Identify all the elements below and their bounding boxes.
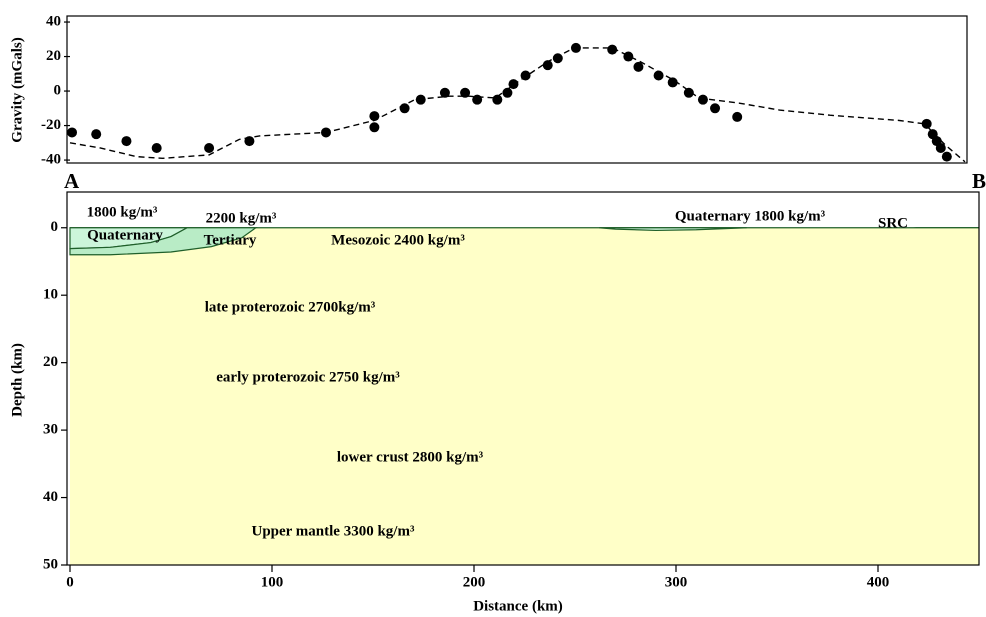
gravity-point	[369, 122, 379, 132]
gravity-point	[472, 95, 482, 105]
gravity-point	[440, 88, 450, 98]
layer-label: Upper mantle 3300 kg/m³	[252, 523, 415, 539]
y-tick-label: 0	[51, 219, 59, 235]
gravity-point	[416, 95, 426, 105]
y-tick-label: 50	[43, 556, 58, 572]
lens-label: Quaternary 1800 kg/m³	[675, 208, 826, 224]
gravity-point	[710, 103, 720, 113]
gravity-point	[152, 143, 162, 153]
y-tick-label: 20	[43, 354, 58, 370]
y-tick-label: 0	[54, 82, 62, 98]
gravity-point	[684, 88, 694, 98]
y-tick-label: 30	[43, 422, 58, 438]
gravity-point	[121, 136, 131, 146]
gravity-point	[508, 79, 518, 89]
gravity-point	[633, 62, 643, 72]
gravity-point	[492, 95, 502, 105]
x-axis-title: Distance (km)	[473, 598, 563, 614]
lens-label: Tertiary	[204, 232, 257, 248]
gravity-point	[369, 111, 379, 121]
gravity-point	[91, 129, 101, 139]
gravity-point	[67, 127, 77, 137]
y-tick-label: 10	[43, 287, 58, 303]
annotation: SRC	[878, 215, 908, 231]
x-tick-label: 100	[261, 574, 284, 590]
layer-label: Mesozoic 2400 kg/m³	[331, 232, 465, 248]
gravity-point	[502, 88, 512, 98]
chart: Gravity (mGals) Depth (km) Distance (km)…	[0, 0, 986, 617]
gravity-point	[400, 103, 410, 113]
gravity-point	[936, 143, 946, 153]
gravity-point	[321, 127, 331, 137]
y-tick-label: 40	[46, 13, 61, 29]
lens-label: 1800 kg/m³	[87, 204, 158, 220]
gravity-point	[698, 95, 708, 105]
page: Gravity (mGals) Depth (km) Distance (km)…	[0, 0, 986, 617]
gravity-point	[521, 71, 531, 81]
gravity-point	[623, 52, 633, 62]
model-line	[70, 48, 965, 162]
y-tick-label: 20	[46, 48, 61, 64]
gravity-point	[607, 45, 617, 55]
gravity-point	[571, 43, 581, 53]
layer-label: early proterozoic 2750 kg/m³	[216, 369, 400, 385]
gravity-point	[543, 60, 553, 70]
gravity-point	[942, 152, 952, 162]
x-tick-label: 200	[463, 574, 486, 590]
x-tick-label: 300	[665, 574, 688, 590]
gravity-point	[460, 88, 470, 98]
y-axis-title: Depth (km)	[9, 343, 25, 417]
lens-label: Quaternary	[87, 227, 163, 243]
layer-label: lower crust 2800 kg/m³	[337, 449, 484, 465]
layer	[70, 228, 979, 565]
gravity-point	[668, 77, 678, 87]
gravity-point	[204, 143, 214, 153]
plot-frame	[67, 16, 967, 163]
layer-label: late proterozoic 2700kg/m³	[205, 299, 376, 315]
y-tick-label: -20	[41, 117, 61, 133]
gravity-point	[244, 136, 254, 146]
lens-label: 2200 kg/m³	[206, 210, 277, 226]
gravity-point	[654, 71, 664, 81]
end-label: A	[64, 169, 80, 193]
y-axis-title: Gravity (mGals)	[9, 37, 25, 142]
gravity-point	[732, 112, 742, 122]
gravity-point	[553, 53, 563, 63]
end-label: B	[972, 169, 986, 193]
x-tick-label: 400	[867, 574, 890, 590]
gravity-point	[922, 119, 932, 129]
y-tick-label: -40	[41, 152, 61, 168]
x-tick-label: 0	[66, 574, 74, 590]
y-tick-label: 40	[43, 489, 58, 505]
